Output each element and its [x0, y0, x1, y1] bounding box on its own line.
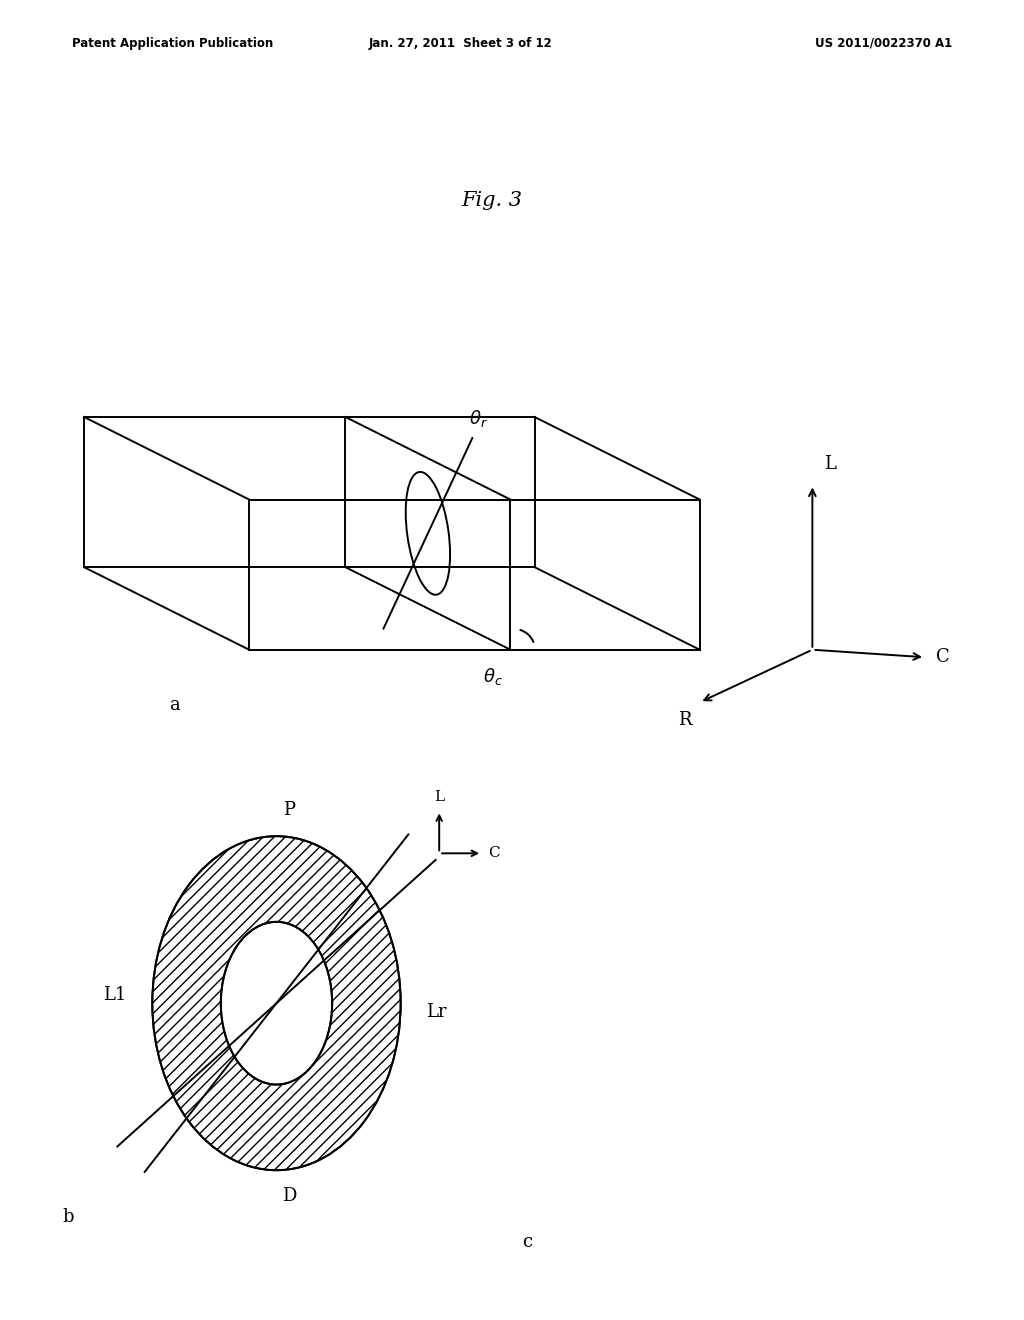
Text: Lr: Lr	[426, 1003, 446, 1020]
Text: $\theta_r$: $\theta_r$	[469, 408, 487, 429]
Text: P: P	[284, 801, 295, 820]
Text: a: a	[169, 696, 179, 714]
Ellipse shape	[221, 921, 332, 1085]
Text: C: C	[488, 846, 500, 861]
Text: D: D	[283, 1187, 297, 1205]
Text: c: c	[522, 1233, 532, 1251]
Text: C: C	[936, 648, 950, 667]
Text: L: L	[434, 791, 444, 804]
Text: L1: L1	[103, 986, 127, 1003]
Text: $\theta_c$: $\theta_c$	[482, 667, 503, 688]
Text: Patent Application Publication: Patent Application Publication	[72, 37, 273, 50]
Text: US 2011/0022370 A1: US 2011/0022370 A1	[815, 37, 952, 50]
Text: Fig. 3: Fig. 3	[461, 191, 522, 210]
Text: R: R	[678, 711, 691, 730]
Text: b: b	[62, 1208, 74, 1226]
Text: L: L	[823, 455, 836, 474]
Ellipse shape	[153, 836, 400, 1171]
Text: Jan. 27, 2011  Sheet 3 of 12: Jan. 27, 2011 Sheet 3 of 12	[369, 37, 553, 50]
